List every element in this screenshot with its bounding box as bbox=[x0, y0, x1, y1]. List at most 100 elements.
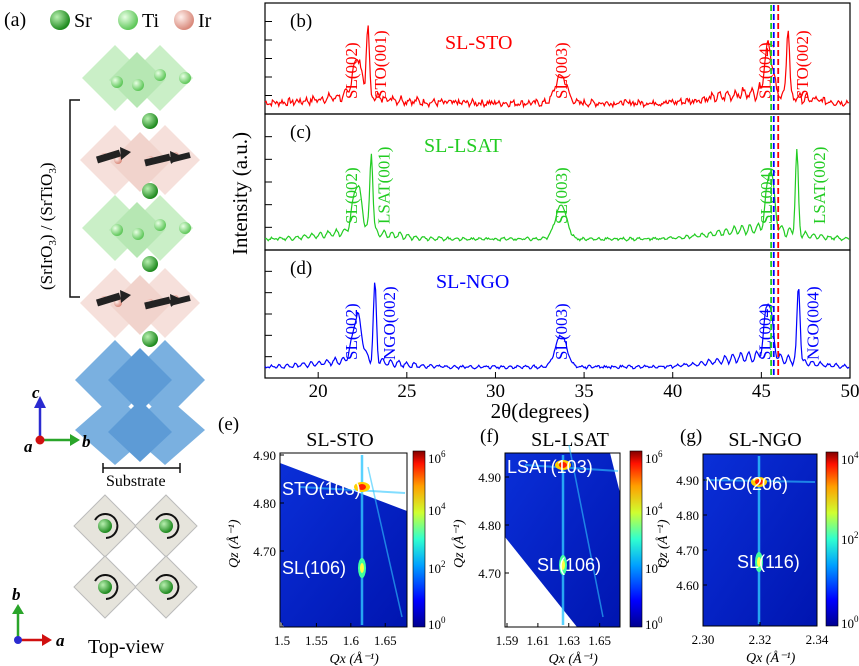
rsm-xtick: 1.5 bbox=[274, 633, 290, 648]
xrd-panel-d: SL-NGO (d) SL(002) NGO(002) SL(003) SL(004) NG… bbox=[264, 249, 851, 379]
axis-a-label: a bbox=[24, 437, 33, 456]
colorbar-tick: 104 bbox=[841, 450, 859, 467]
peak-label: SL(003) bbox=[552, 167, 571, 224]
xrd-xtick: 20 bbox=[309, 381, 328, 402]
rsm-xlabel: Qx (Å⁻¹) bbox=[746, 650, 796, 666]
colorbar-tick: 100 bbox=[645, 615, 663, 632]
rsm-peak-label: SL(116) bbox=[737, 552, 800, 572]
rsm-xtick: 1.63 bbox=[557, 633, 580, 648]
peak-label: NGO(002) bbox=[380, 286, 399, 360]
top-view-label: Top-view bbox=[88, 636, 165, 658]
peak-label: SL(004) bbox=[755, 42, 774, 99]
xrd-ylabel: Intensity (a.u.) bbox=[228, 132, 252, 255]
axis-b-label: b bbox=[82, 432, 91, 451]
peak-label: SL(003) bbox=[552, 42, 571, 99]
colorbar-tick: 104 bbox=[645, 501, 663, 518]
panel-a-label: (a) bbox=[4, 9, 26, 31]
xrd-trace bbox=[264, 25, 849, 109]
peak-label: LSAT(001) bbox=[374, 147, 393, 224]
rsm-ytick: 4.60 bbox=[676, 578, 699, 593]
rsm-xtick: 1.61 bbox=[527, 633, 550, 648]
rsm-panel-label: (f) bbox=[480, 426, 499, 447]
xrd-trace bbox=[264, 148, 850, 242]
xrd-xtick: 25 bbox=[397, 381, 416, 402]
xrd-panel-label: (b) bbox=[290, 11, 312, 32]
xrd-xtick: 35 bbox=[575, 381, 594, 402]
xrd-title: SL-LSAT bbox=[424, 135, 502, 157]
rsm-panels: (e) SL-STO STO(103) SL(106) 4.90 4.80 4.70 1.5 1… bbox=[218, 414, 859, 666]
rsm-ytick: 4.70 bbox=[478, 566, 501, 581]
ir-legend-ball bbox=[174, 10, 194, 30]
rsm-title: SL-LSAT bbox=[531, 429, 609, 451]
ti-legend-label: Ti bbox=[142, 10, 160, 32]
rsm-ytick: 4.90 bbox=[478, 470, 501, 485]
top-axis-b-label: b bbox=[12, 585, 21, 604]
xrd-panel-label: (d) bbox=[290, 258, 312, 279]
xrd-xtick: 40 bbox=[663, 381, 682, 402]
rsm-xtick: 2.30 bbox=[692, 632, 715, 647]
ti-legend-ball bbox=[118, 10, 138, 30]
rsm-xtick: 1.65 bbox=[588, 633, 611, 648]
rsm-xlabel: Qx (Å⁻¹) bbox=[549, 651, 599, 666]
peak-label: SL(002) bbox=[342, 303, 361, 360]
rsm-xtick: 2.32 bbox=[749, 632, 772, 647]
peak-label: SL(003) bbox=[552, 303, 571, 360]
rsm-ytick: 4.90 bbox=[253, 448, 276, 463]
rsm-ylabel: Qz (Å⁻¹) bbox=[451, 519, 467, 568]
rsm-xtick: 1.59 bbox=[496, 633, 519, 648]
rsm-xtick: 1.55 bbox=[305, 633, 328, 648]
rsm-peak-label: SL(106) bbox=[537, 555, 601, 575]
rsm-ytick: 4.70 bbox=[676, 543, 699, 558]
colorbar-tick: 104 bbox=[428, 501, 446, 518]
colorbar bbox=[825, 451, 839, 627]
xrd-title: SL-STO bbox=[445, 32, 512, 54]
rsm-title: SL-NGO bbox=[728, 429, 801, 451]
xrd-xlabel: 2θ(degrees) bbox=[491, 399, 590, 423]
panel-a: (a) Sr Ti Ir bbox=[4, 9, 212, 658]
crystal-structure bbox=[75, 45, 205, 465]
xrd-panel-b: SL-STO (b) SL(002) STO(001) SL(003) SL(004) ST… bbox=[264, 2, 851, 115]
colorbar bbox=[412, 450, 426, 628]
rsm-panel-label: (e) bbox=[218, 414, 239, 435]
peak-label: SL(004) bbox=[755, 303, 774, 360]
colorbar-tick: 100 bbox=[841, 614, 859, 631]
rsm-panel-label: (g) bbox=[680, 426, 702, 447]
rsm-peak-label: NGO(206) bbox=[705, 474, 788, 494]
colorbar-tick: 102 bbox=[428, 559, 446, 576]
xrd-panels: SL-STO (b) SL(002) STO(001) SL(003) SL(004) ST… bbox=[228, 2, 859, 423]
rsm-panel-g: (g) SL-NGO NGO(206) SL(116) 4.90 4.80 4.70 4.60… bbox=[655, 426, 859, 666]
rsm-ylabel: Qz (Å⁻¹) bbox=[226, 519, 242, 568]
colorbar bbox=[629, 450, 643, 628]
rsm-ytick: 4.80 bbox=[478, 518, 501, 533]
colorbar-tick: 102 bbox=[841, 530, 859, 547]
peak-label: LSAT(002) bbox=[810, 147, 829, 224]
rsm-ytick: 4.80 bbox=[253, 496, 276, 511]
top-view-axes: b a bbox=[12, 585, 65, 650]
sr-legend-ball bbox=[50, 10, 70, 30]
rsm-panel-e: (e) SL-STO STO(103) SL(106) 4.90 4.80 4.70 1.5 1… bbox=[218, 414, 446, 666]
ir-legend-label: Ir bbox=[198, 10, 212, 32]
colorbar-tick: 100 bbox=[428, 615, 446, 632]
peak-label: NGO(004) bbox=[804, 286, 823, 360]
peak-label: STO(001) bbox=[371, 30, 390, 99]
stack-formula: (SrIrO3) / (SrTiO3) bbox=[37, 162, 59, 290]
stack-bracket bbox=[69, 99, 80, 298]
substrate-label: Substrate bbox=[106, 473, 166, 490]
rsm-ytick: 4.90 bbox=[676, 473, 699, 488]
peak-label: SL(002) bbox=[342, 167, 361, 224]
xrd-xtick: 45 bbox=[752, 381, 771, 402]
crystal-axes: c a b bbox=[24, 383, 91, 456]
xrd-xtick: 30 bbox=[486, 381, 505, 402]
top-view-lattice bbox=[73, 494, 198, 619]
xrd-panel-c: SL-LSAT(c)SL(002) LSAT(001) SL(003) SL(004)… bbox=[264, 113, 851, 251]
rsm-title: SL-STO bbox=[306, 429, 373, 451]
peak-label: SL(002) bbox=[342, 42, 361, 99]
rsm-xtick: 1.65 bbox=[374, 633, 397, 648]
rsm-ytick: 4.80 bbox=[676, 508, 699, 523]
peak-label: STO(002) bbox=[793, 30, 812, 99]
top-axis-a-label: a bbox=[56, 631, 65, 650]
sr-legend-label: Sr bbox=[74, 10, 92, 32]
rsm-ylabel: Qz (Å⁻¹) bbox=[655, 519, 671, 568]
rsm-xtick: 2.34 bbox=[806, 632, 829, 647]
